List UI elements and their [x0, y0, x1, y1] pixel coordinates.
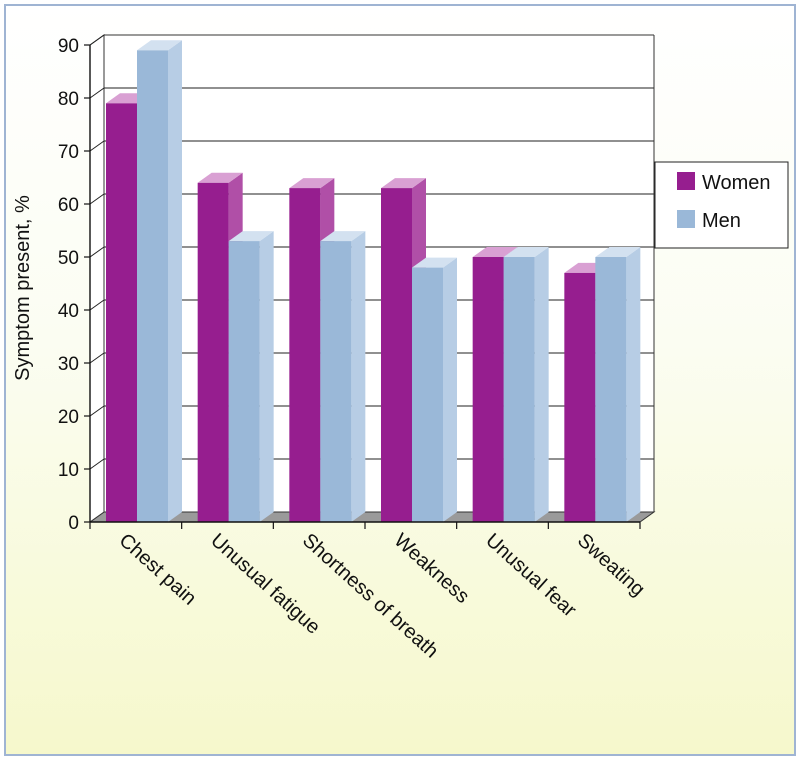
gridline-side — [89, 246, 105, 258]
bar-men — [503, 257, 535, 522]
gridline-side — [89, 34, 105, 46]
x-tick-label: Unusual fear — [481, 529, 580, 621]
bar-men — [320, 241, 352, 522]
y-tick-label: 70 — [58, 142, 79, 163]
y-tick-label: 80 — [58, 89, 79, 110]
bar-men — [228, 241, 260, 522]
bar-top-men — [137, 40, 182, 51]
side-wall — [89, 34, 105, 523]
bar-top-women — [289, 178, 335, 189]
x-tick-label: Sweating — [573, 529, 649, 600]
bar-women — [106, 103, 137, 523]
bar-side-men — [626, 247, 641, 522]
bar-side-men — [259, 231, 274, 522]
legend-swatch-men — [677, 210, 695, 228]
y-tick-label: 10 — [58, 460, 79, 481]
bar-women — [289, 188, 321, 522]
y-axis-label: Symptom present, % — [12, 195, 34, 381]
bar-top-men — [595, 247, 641, 257]
bar-men — [595, 257, 627, 522]
gridline-side — [89, 352, 105, 364]
bar-top-men — [320, 231, 366, 242]
bars — [106, 40, 641, 523]
x-tick-label: Weakness — [390, 529, 474, 608]
axes — [84, 44, 641, 529]
legend-label-men: Men — [702, 210, 741, 232]
chart-frame: 0 10 20 30 40 50 60 70 80 90 Chest pain Unusual fa… — [4, 4, 796, 756]
bar-side-men — [351, 231, 366, 522]
bar-men — [137, 50, 168, 523]
gridline-side — [89, 405, 105, 417]
gridline-side — [89, 458, 105, 470]
bar-top-men — [412, 257, 457, 268]
y-tick-label: 60 — [58, 195, 79, 216]
legend: Women Men — [654, 161, 789, 249]
gridline-side — [89, 193, 105, 205]
y-tick-label: 40 — [58, 301, 79, 322]
bar-top-women — [197, 172, 243, 183]
bar-men — [412, 267, 443, 522]
chart-svg: 0 10 20 30 40 50 60 70 80 90 Chest pain Unusual fa… — [12, 34, 789, 663]
bar-women — [197, 182, 229, 523]
y-tick-label: 0 — [68, 513, 79, 534]
bar-side-men — [534, 247, 549, 522]
legend-swatch-women — [677, 172, 695, 190]
bar-side-men — [443, 257, 457, 522]
bar-side-men — [168, 40, 182, 523]
bar-women — [564, 272, 596, 522]
y-tick-label: 20 — [58, 407, 79, 428]
bar-top-women — [472, 247, 518, 257]
gridline-side — [89, 140, 105, 152]
y-tick-label: 30 — [58, 354, 79, 375]
y-tick-labels: 0 10 20 30 40 50 60 70 80 90 — [58, 36, 79, 534]
back-wall — [104, 35, 654, 512]
bar-top-men — [503, 247, 549, 257]
y-tick-label: 50 — [58, 248, 79, 269]
bar-women — [381, 188, 412, 522]
grid — [88, 34, 656, 523]
legend-label-women: Women — [702, 172, 771, 194]
bar-women — [472, 257, 504, 522]
bar-top-women — [381, 178, 426, 189]
gridline-side — [89, 299, 105, 311]
x-tick-label: Chest pain — [115, 529, 201, 609]
bar-top-men — [228, 231, 274, 242]
gridline-side — [89, 87, 105, 99]
y-tick-label: 90 — [58, 36, 79, 57]
